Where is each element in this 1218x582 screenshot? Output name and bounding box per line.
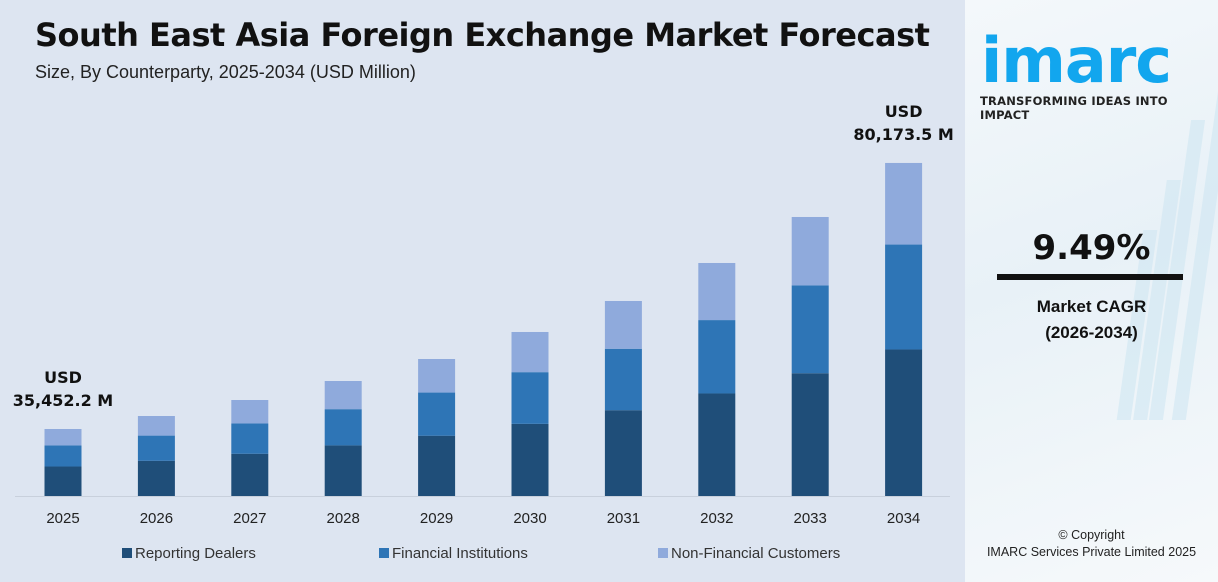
bar-2027-reporting-dealers	[231, 453, 269, 496]
bar-2034-financial-institutions	[885, 244, 923, 350]
bar-2026-financial-institutions	[137, 435, 175, 461]
bar-2027-financial-institutions	[231, 423, 269, 454]
bar-2032-non-financial-customers	[698, 262, 736, 321]
x-tick-label: 2031	[607, 510, 640, 527]
legend-swatch	[122, 548, 132, 558]
bar-2027-non-financial-customers	[231, 399, 269, 424]
bar-2030-financial-institutions	[511, 372, 549, 424]
legend-label: Financial Institutions	[392, 545, 528, 562]
x-tick-label: 2033	[794, 510, 827, 527]
logo-tagline: TRANSFORMING IDEAS INTO IMPACT	[980, 94, 1168, 122]
chart-subtitle: Size, By Counterparty, 2025-2034 (USD Mi…	[35, 62, 416, 82]
bar-2033-financial-institutions	[791, 285, 829, 374]
bar-2025-financial-institutions	[44, 445, 82, 467]
bar-2026-reporting-dealers	[137, 460, 175, 496]
bar-2032-financial-institutions	[698, 320, 736, 394]
x-tick-label: 2030	[513, 510, 546, 527]
side-panel: imarc TRANSFORMING IDEAS INTO IMPACT 9.4…	[965, 0, 1218, 582]
company-name: IMARC Services Private Limited 2025	[986, 545, 1197, 559]
bar-2025-reporting-dealers	[44, 466, 82, 496]
cagr-period: (2026-2034)	[1045, 323, 1138, 342]
bar-2028-non-financial-customers	[324, 381, 362, 410]
imarc-logo: imarc	[981, 24, 1172, 97]
stacked-bar-chart: 2025 USD 35,452.2 M 2026 2027 2028 2029 2030 203…	[13, 102, 954, 562]
bar-2030-non-financial-customers	[511, 331, 549, 373]
cagr-label: Market CAGR (2026-2034)	[965, 294, 1218, 346]
x-tick-label: 2034	[887, 510, 920, 527]
x-tick-label: 2028	[327, 510, 360, 527]
bar-2029-financial-institutions	[418, 392, 456, 436]
chart-panel: South East Asia Foreign Exchange Market …	[0, 0, 965, 582]
bar-2031-non-financial-customers	[604, 300, 642, 349]
cagr-divider	[997, 274, 1183, 280]
x-tick-label: 2032	[700, 510, 733, 527]
copyright: © Copyright IMARC Services Private Limit…	[965, 527, 1218, 561]
data-label: 80,173.5 M	[853, 125, 953, 144]
x-tick-label: 2025	[46, 510, 79, 527]
bar-2033-reporting-dealers	[791, 373, 829, 496]
data-label: USD	[885, 102, 923, 121]
copyright-text: © Copyright	[1058, 528, 1125, 542]
bar-2031-financial-institutions	[604, 348, 642, 411]
x-tick-label: 2026	[140, 510, 173, 527]
data-label: USD	[44, 368, 82, 387]
legend-swatch	[379, 548, 389, 558]
bar-2028-reporting-dealers	[324, 445, 362, 496]
x-tick-label: 2029	[420, 510, 453, 527]
bar-2029-non-financial-customers	[418, 358, 456, 393]
legend-swatch	[658, 548, 668, 558]
bar-2034-reporting-dealers	[885, 349, 923, 496]
cagr-value: 9.49%	[1032, 228, 1151, 268]
bar-2034-non-financial-customers	[885, 162, 923, 245]
cagr-label-text: Market CAGR	[1036, 297, 1147, 316]
bar-2033-non-financial-customers	[791, 216, 829, 286]
chart-title: South East Asia Foreign Exchange Market …	[35, 16, 930, 54]
bar-2032-reporting-dealers	[698, 393, 736, 496]
bar-2031-reporting-dealers	[604, 410, 642, 496]
bar-2025-non-financial-customers	[44, 428, 82, 446]
data-label: 35,452.2 M	[13, 391, 113, 410]
legend-label: Reporting Dealers	[135, 545, 256, 562]
bar-2030-reporting-dealers	[511, 423, 549, 496]
legend-label: Non-Financial Customers	[671, 545, 840, 562]
bar-2028-financial-institutions	[324, 409, 362, 446]
bar-2026-non-financial-customers	[137, 416, 175, 436]
bar-2029-reporting-dealers	[418, 435, 456, 496]
x-tick-label: 2027	[233, 510, 266, 527]
